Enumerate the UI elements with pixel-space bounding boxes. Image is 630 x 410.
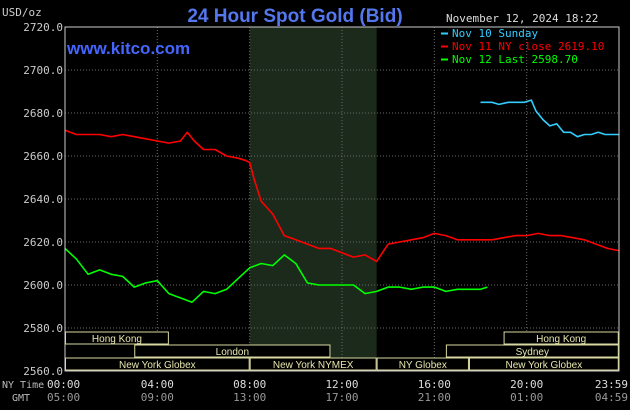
x-tick-label-gmt: 09:00 bbox=[141, 391, 174, 404]
unit-label: USD/oz bbox=[2, 6, 42, 19]
y-tick-label: 2680.0 bbox=[23, 107, 63, 120]
session-label: NY Globex bbox=[399, 360, 447, 371]
chart-title: 24 Hour Spot Gold (Bid) bbox=[187, 6, 402, 27]
x-tick-label-ny: 16:00 bbox=[418, 378, 451, 391]
y-tick-label: 2620.0 bbox=[23, 236, 63, 249]
x-tick-label-ny: 12:00 bbox=[325, 378, 358, 391]
x-tick-label-gmt: 04:59 bbox=[595, 391, 628, 404]
y-tick-label: 2720.0 bbox=[23, 21, 63, 34]
x-tick-label-gmt: 01:00 bbox=[510, 391, 543, 404]
session-bar bbox=[134, 344, 331, 358]
series-line-2 bbox=[64, 129, 619, 263]
legend-label: Nov 12 Last 2598.70 bbox=[452, 53, 578, 66]
y-tick-label: 2700.0 bbox=[23, 64, 63, 77]
x-tick-label-gmt: 21:00 bbox=[418, 391, 451, 404]
session-bar bbox=[249, 357, 377, 371]
series-layer bbox=[64, 99, 619, 304]
session-label: London bbox=[216, 347, 249, 358]
session-bar bbox=[65, 331, 169, 345]
y-tick-label: 2560.0 bbox=[23, 365, 63, 378]
session-label: New York Globex bbox=[119, 360, 196, 371]
x-tick-label-gmt: 17:00 bbox=[325, 391, 358, 404]
series-line-1 bbox=[480, 99, 619, 138]
x-tick-label-ny: 23:59 bbox=[595, 378, 628, 391]
session-bar bbox=[376, 357, 469, 371]
gmt-label: GMT bbox=[12, 393, 30, 404]
series-line-3 bbox=[64, 247, 488, 304]
session-bar bbox=[445, 344, 619, 358]
legend-label: Nov 10 Sunday bbox=[452, 27, 538, 40]
legend-label: Nov 11 NY close 2619.10 bbox=[452, 40, 604, 53]
ny-time-label: NY Time bbox=[2, 380, 44, 391]
session-label: New York Globex bbox=[506, 360, 583, 371]
plot-frame bbox=[64, 26, 620, 372]
session-bar bbox=[468, 357, 619, 371]
datetime-label: November 12, 2024 18:22 bbox=[446, 12, 598, 25]
x-tick-label-ny: 04:00 bbox=[141, 378, 174, 391]
y-tick-label: 2600.0 bbox=[23, 279, 63, 292]
session-bars: Hong Kong Hong Kong London Sydney New York G… bbox=[65, 331, 619, 371]
x-tick-label-gmt: 05:00 bbox=[47, 391, 80, 404]
y-tick-label: 2580.0 bbox=[23, 322, 63, 335]
x-tick-label-ny: 08:00 bbox=[233, 378, 266, 391]
session-label: Hong Kong bbox=[536, 334, 586, 345]
y-tick-label: 2660.0 bbox=[23, 150, 63, 163]
session-label: Sydney bbox=[516, 347, 549, 358]
x-tick-label-ny: 00:00 bbox=[47, 378, 80, 391]
website-label: www.kitco.com bbox=[66, 39, 190, 58]
x-tick-label-ny: 20:00 bbox=[510, 378, 543, 391]
session-label: New York NYMEX bbox=[273, 360, 354, 371]
x-tick-label-gmt: 13:00 bbox=[233, 391, 266, 404]
nymex-shaded-region bbox=[249, 27, 377, 371]
y-axis-ticks: 2720.0 2700.0 2680.0 2660.0 2640.0 2620.0 2600… bbox=[23, 21, 63, 378]
session-bar bbox=[65, 357, 250, 371]
session-bar bbox=[503, 331, 619, 345]
y-tick-label: 2640.0 bbox=[23, 193, 63, 206]
session-label: Hong Kong bbox=[92, 334, 142, 345]
